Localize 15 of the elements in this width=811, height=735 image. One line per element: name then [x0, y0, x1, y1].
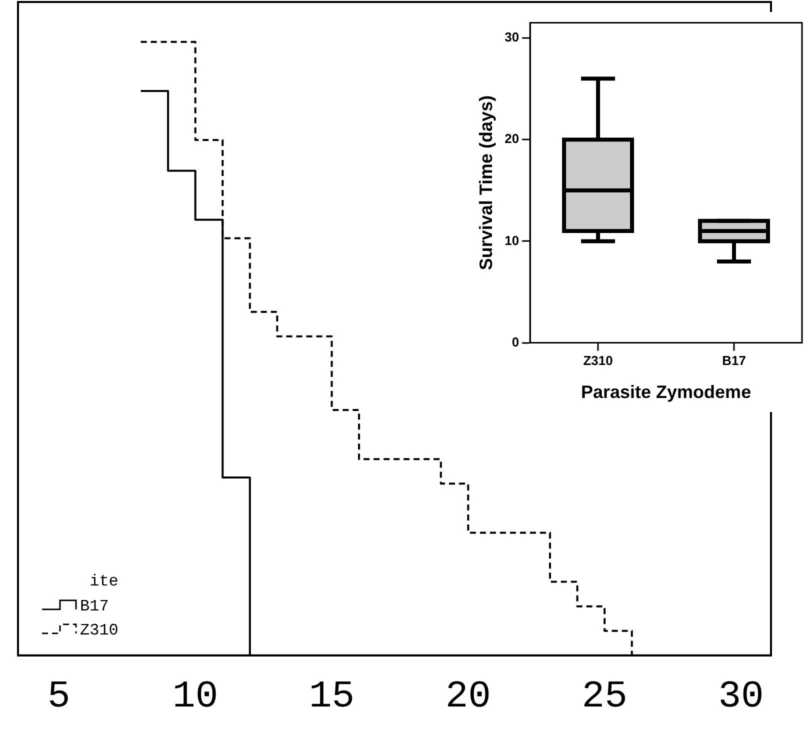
- x-tick-label: 10: [172, 675, 218, 718]
- x-tick-label: 20: [445, 675, 491, 718]
- y-tick-label: 10: [504, 232, 520, 248]
- y-tick-label: 30: [504, 30, 520, 45]
- x-tick-label: 5: [48, 675, 70, 718]
- y-tick-label: 20: [504, 131, 520, 146]
- x-tick-label: 15: [308, 675, 355, 718]
- legend-label: Z310: [80, 622, 118, 640]
- y-tick-label: 0: [512, 334, 520, 350]
- x-tick-label: 30: [718, 675, 764, 718]
- x-tick-label: 25: [582, 675, 628, 718]
- x-axis-title: Parasite Zymodeme: [580, 382, 752, 402]
- y-axis-title: Survival Time (days): [476, 95, 496, 270]
- legend-title: ite: [90, 572, 118, 591]
- legend-label: B17: [80, 598, 109, 616]
